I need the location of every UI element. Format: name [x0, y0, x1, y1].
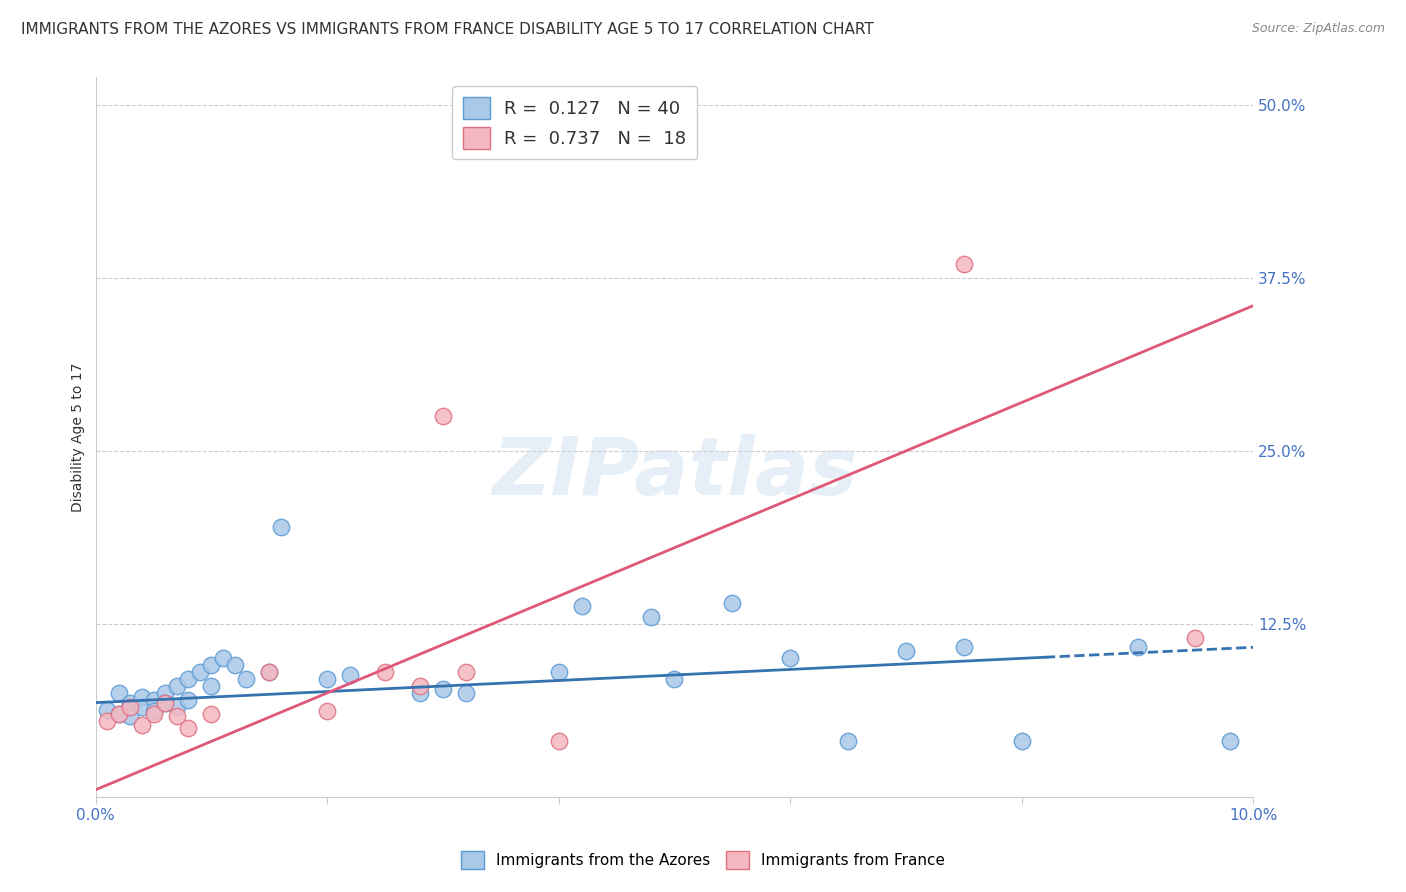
Point [259, 665, 281, 680]
Point [953, 640, 976, 655]
Point [166, 699, 188, 714]
Point [640, 610, 662, 624]
Point [200, 658, 222, 673]
Point [153, 696, 176, 710]
Point [166, 709, 188, 723]
Point [779, 651, 801, 665]
Point [432, 409, 454, 424]
Point [96, 702, 118, 716]
Point [316, 704, 339, 718]
Point [953, 257, 976, 271]
Point [456, 686, 478, 700]
Point [153, 686, 176, 700]
Point [664, 672, 686, 686]
Point [547, 734, 569, 748]
Point [153, 696, 176, 710]
Point [374, 665, 396, 680]
Point [177, 721, 200, 735]
Point [270, 520, 292, 534]
Point [547, 665, 569, 680]
Point [108, 706, 131, 721]
Point [571, 599, 593, 613]
Point [177, 672, 200, 686]
Point [339, 668, 361, 682]
Point [1184, 631, 1206, 645]
Point [432, 681, 454, 696]
Point [142, 706, 165, 721]
Point [96, 714, 118, 728]
Point [837, 734, 859, 748]
Y-axis label: Disability Age 5 to 17: Disability Age 5 to 17 [72, 362, 86, 512]
Point [200, 706, 222, 721]
Point [131, 699, 153, 714]
Point [894, 644, 917, 658]
Point [1126, 640, 1149, 655]
Point [166, 679, 188, 693]
Point [1219, 734, 1241, 748]
Point [177, 693, 200, 707]
Point [108, 706, 131, 721]
Text: ZIPatlas: ZIPatlas [492, 434, 858, 512]
Point [224, 658, 246, 673]
Point [120, 696, 142, 710]
Point [142, 693, 165, 707]
Point [235, 672, 257, 686]
Point [409, 686, 432, 700]
Point [131, 690, 153, 704]
Point [259, 665, 281, 680]
Point [456, 665, 478, 680]
Point [108, 686, 131, 700]
Legend: R =  0.127   N = 40, R =  0.737   N =  18: R = 0.127 N = 40, R = 0.737 N = 18 [451, 87, 697, 160]
Point [120, 699, 142, 714]
Point [131, 718, 153, 732]
Point [188, 665, 211, 680]
Point [120, 709, 142, 723]
Text: Source: ZipAtlas.com: Source: ZipAtlas.com [1251, 22, 1385, 36]
Point [200, 679, 222, 693]
Text: IMMIGRANTS FROM THE AZORES VS IMMIGRANTS FROM FRANCE DISABILITY AGE 5 TO 17 CORR: IMMIGRANTS FROM THE AZORES VS IMMIGRANTS… [21, 22, 875, 37]
Point [409, 679, 432, 693]
Legend: Immigrants from the Azores, Immigrants from France: Immigrants from the Azores, Immigrants f… [456, 845, 950, 875]
Point [142, 704, 165, 718]
Point [721, 596, 744, 610]
Point [1011, 734, 1033, 748]
Point [212, 651, 235, 665]
Point [316, 672, 339, 686]
